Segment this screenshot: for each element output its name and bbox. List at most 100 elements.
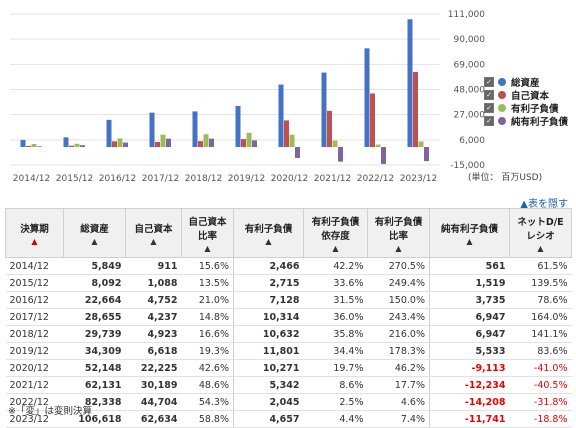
table-row: 2017/12 28,655 4,237 14.8% 10,314 36.0% 243.4%… (5, 308, 572, 326)
table-cell: 52,148 (63, 359, 126, 377)
bar-0-2[interactable] (106, 119, 112, 148)
sort-arrow-icon[interactable]: ▲ (265, 236, 272, 246)
column-header-label: 決算期 (20, 223, 49, 235)
sort-arrow-icon[interactable]: ▲ (332, 243, 339, 253)
table-cell: 29,739 (63, 325, 126, 343)
checkbox-icon[interactable]: ✓ (484, 102, 494, 113)
column-header[interactable]: 純有利子負債 ▲ (429, 208, 510, 258)
bar-2-2[interactable] (117, 138, 123, 148)
table-cell: 2014/12 (5, 257, 64, 275)
bar-3-1[interactable] (80, 145, 85, 148)
bar-0-6[interactable] (278, 84, 284, 148)
bar-0-0[interactable] (20, 140, 26, 148)
bar-0-3[interactable] (149, 112, 155, 148)
checkbox-icon[interactable]: ✓ (484, 115, 494, 126)
table-cell: 1,088 (125, 274, 182, 292)
table-cell: 2017/12 (5, 308, 64, 326)
bar-2-7[interactable] (332, 140, 338, 148)
bar-2-9[interactable] (418, 141, 424, 148)
table-cell: 42.6% (181, 359, 234, 377)
table-cell: 2016/12 (5, 291, 64, 309)
bar-3-3[interactable] (166, 138, 171, 148)
bar-2-5[interactable] (246, 132, 252, 148)
table-cell: 5,533 (429, 342, 510, 360)
sort-arrow-icon[interactable]: ▲ (466, 236, 473, 246)
bar-3-2[interactable] (123, 142, 128, 148)
bar-2-8[interactable] (375, 144, 381, 148)
sort-arrow-icon[interactable]: ▲ (204, 243, 211, 253)
bar-2-3[interactable] (160, 134, 166, 148)
bar-2-0[interactable] (31, 144, 37, 148)
table-cell: 243.4% (367, 308, 430, 326)
column-header[interactable]: 自己資本比率 ▲ (181, 208, 234, 258)
legend-item-debt[interactable]: ✓ 有利子負債 (484, 101, 568, 115)
bar-2-4[interactable] (203, 134, 209, 148)
column-header[interactable]: ネットD/Eレシオ ▲ (509, 208, 572, 258)
checkbox-icon[interactable]: ✓ (484, 76, 494, 87)
table-cell: -9,113 (429, 359, 510, 377)
bar-3-7[interactable] (338, 147, 343, 162)
bar-1-2[interactable] (112, 141, 117, 148)
column-header[interactable]: 自己資本 ▲ (125, 208, 182, 258)
table-cell: 17.7% (367, 376, 430, 394)
column-header[interactable]: 総資産 ▲ (63, 208, 126, 258)
bar-2-1[interactable] (74, 143, 80, 148)
sort-arrow-icon[interactable]: ▲ (91, 236, 98, 246)
bar-3-8[interactable] (381, 147, 386, 165)
bar-1-1[interactable] (69, 145, 74, 148)
bar-0-4[interactable] (192, 111, 198, 148)
column-header[interactable]: 有利子負債依存度 ▲ (303, 208, 368, 258)
column-header[interactable]: 決算期 ▲ (5, 208, 64, 258)
bar-2-6[interactable] (289, 134, 295, 148)
bar-0-9[interactable] (407, 19, 413, 148)
sort-arrow-icon[interactable]: ▲ (537, 243, 544, 253)
bar-1-8[interactable] (370, 93, 375, 148)
checkbox-icon[interactable]: ✓ (484, 89, 494, 100)
legend-item-equity[interactable]: ✓ 自己資本 (484, 88, 568, 102)
table-cell: 2,466 (233, 257, 304, 275)
bar-0-8[interactable] (364, 48, 370, 148)
table-cell: 10,632 (233, 325, 304, 343)
bar-3-0[interactable] (37, 146, 42, 148)
y-tick-label: 6,000 (459, 136, 485, 146)
table-row: 2019/12 34,309 6,618 19.3% 11,801 34.4% 178.3%… (5, 342, 572, 360)
bar-3-9[interactable] (424, 147, 429, 162)
bar-1-7[interactable] (327, 110, 332, 148)
bar-1-0[interactable] (26, 145, 31, 148)
table-cell: -40.5% (509, 376, 572, 394)
bar-1-3[interactable] (155, 141, 160, 148)
legend-item-total-assets[interactable]: ✓ 総資産 (484, 75, 568, 89)
sort-arrow-icon[interactable]: ▲ (395, 243, 402, 253)
table-cell: -12,234 (429, 376, 510, 394)
table-cell: 10,314 (233, 308, 304, 326)
bar-1-9[interactable] (413, 71, 418, 148)
bar-1-4[interactable] (198, 141, 203, 148)
column-header[interactable]: 有利子負債比率 ▲ (367, 208, 430, 258)
table-cell: 3,735 (429, 291, 510, 309)
table-cell: 28,655 (63, 308, 126, 326)
sort-arrow-icon[interactable]: ▲ (150, 236, 157, 246)
table-cell: 22,225 (125, 359, 182, 377)
x-tick-label: 2020/12 (271, 174, 308, 184)
bar-1-6[interactable] (284, 120, 289, 148)
table-cell: 4,237 (125, 308, 182, 326)
table-cell: 19.7% (303, 359, 368, 377)
table-cell: 7,128 (233, 291, 304, 309)
x-tick-label: 2022/12 (357, 174, 394, 184)
bar-1-5[interactable] (241, 139, 246, 148)
column-header[interactable]: 有利子負債 ▲ (233, 208, 304, 258)
table-cell: 6,947 (429, 308, 510, 326)
table-cell: 19.3% (181, 342, 234, 360)
bar-3-6[interactable] (295, 147, 300, 158)
bar-0-5[interactable] (235, 105, 241, 148)
bar-3-5[interactable] (252, 140, 257, 148)
legend-item-net-debt[interactable]: ✓ 純有利子負債 (484, 114, 568, 128)
bar-0-7[interactable] (321, 72, 327, 148)
bar-3-4[interactable] (209, 138, 214, 148)
column-header-label: 総資産 (80, 223, 109, 235)
sort-arrow-icon[interactable]: ▲ (31, 236, 38, 246)
table-cell: 48.6% (181, 376, 234, 394)
bar-0-1[interactable] (63, 137, 69, 148)
hide-table-link[interactable]: ▲表を隠す (520, 199, 568, 210)
table-cell: 11,801 (233, 342, 304, 360)
